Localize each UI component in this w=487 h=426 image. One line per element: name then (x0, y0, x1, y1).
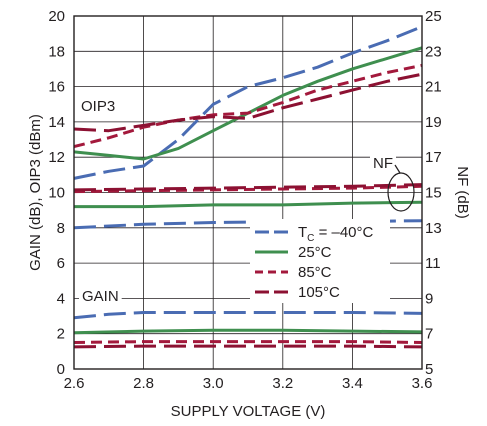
series-line-oip3 (73, 46, 423, 161)
series-line-oip3 (73, 25, 423, 180)
y2-tick-label: 23 (425, 43, 442, 60)
legend-label: TC = –40°C (298, 224, 374, 244)
series-layer (73, 25, 423, 349)
series-line-gain (73, 340, 423, 344)
x-tick-label: 3.2 (272, 375, 293, 392)
legend: TC = –40°C25°C 85°C 105°C (255, 224, 374, 301)
annotations: OIP3 GAIN NF (78, 97, 415, 306)
y2-axis-title: NF (dB) (454, 166, 471, 219)
y-tick-label: 4 (57, 290, 65, 307)
y2-tick-label: 25 (425, 8, 442, 25)
series-line-nf (73, 184, 423, 194)
nf-label-background (370, 154, 396, 173)
nf-label: NF (373, 155, 393, 172)
y2-tick-label: 13 (425, 220, 442, 237)
y2-tick-label: 15 (425, 185, 442, 202)
series-line-gain (73, 344, 423, 349)
series-line-gain (73, 311, 423, 320)
y-axis-title: GAIN (dB), OIP3 (dBm) (27, 114, 44, 271)
tick-labels: 2.6 2.8 3.0 3.2 3.4 3.6 0 2 4 6 8 10 12 14 16 18 20 5 7 9 11… (48, 8, 441, 392)
oip3-label: OIP3 (81, 98, 115, 115)
x-tick-label: 3.6 (412, 375, 433, 392)
series-line-oip3 (73, 63, 423, 149)
x-axis-title: SUPPLY VOLTAGE (V) (171, 403, 326, 420)
legend-label: 25°C (298, 244, 332, 261)
plot-frame (73, 15, 423, 370)
x-tick-label: 3.4 (342, 375, 363, 392)
y2-tick-label: 21 (425, 79, 442, 96)
gain-label: GAIN (82, 288, 119, 305)
gain-label-background (79, 287, 122, 306)
y-tick-label: 8 (57, 220, 65, 237)
y2-tick-label: 17 (425, 149, 442, 166)
series-line-gain (73, 328, 423, 335)
legend-background (250, 219, 390, 303)
y-tick-label: 12 (48, 149, 65, 166)
y-tick-label: 0 (57, 361, 65, 378)
y2-tick-label: 11 (425, 255, 441, 272)
y2-tick-label: 19 (425, 114, 442, 131)
y-tick-label: 10 (48, 185, 65, 202)
y-tick-label: 14 (48, 114, 65, 131)
y2-tick-label: 9 (425, 290, 433, 307)
oip3-label-background (78, 97, 119, 116)
y-tick-label: 20 (48, 8, 65, 25)
y-tick-label: 16 (48, 79, 65, 96)
y2-tick-label: 7 (425, 326, 433, 343)
legend-label: 105°C (298, 284, 340, 301)
legend-label: 85°C (298, 264, 332, 281)
grid (73, 15, 423, 370)
y-tick-label: 18 (48, 43, 65, 60)
series-line-nf (73, 183, 423, 192)
x-tick-label: 3.0 (203, 375, 224, 392)
nf-leader-line (394, 164, 401, 174)
y2-tick-label: 5 (425, 361, 433, 378)
series-line-nf (74, 200, 423, 209)
x-tick-label: 2.6 (64, 375, 85, 392)
nf-group-ellipse (387, 172, 415, 212)
y-tick-label: 6 (57, 255, 65, 272)
x-tick-label: 2.8 (133, 375, 154, 392)
y-tick-label: 2 (57, 326, 65, 343)
